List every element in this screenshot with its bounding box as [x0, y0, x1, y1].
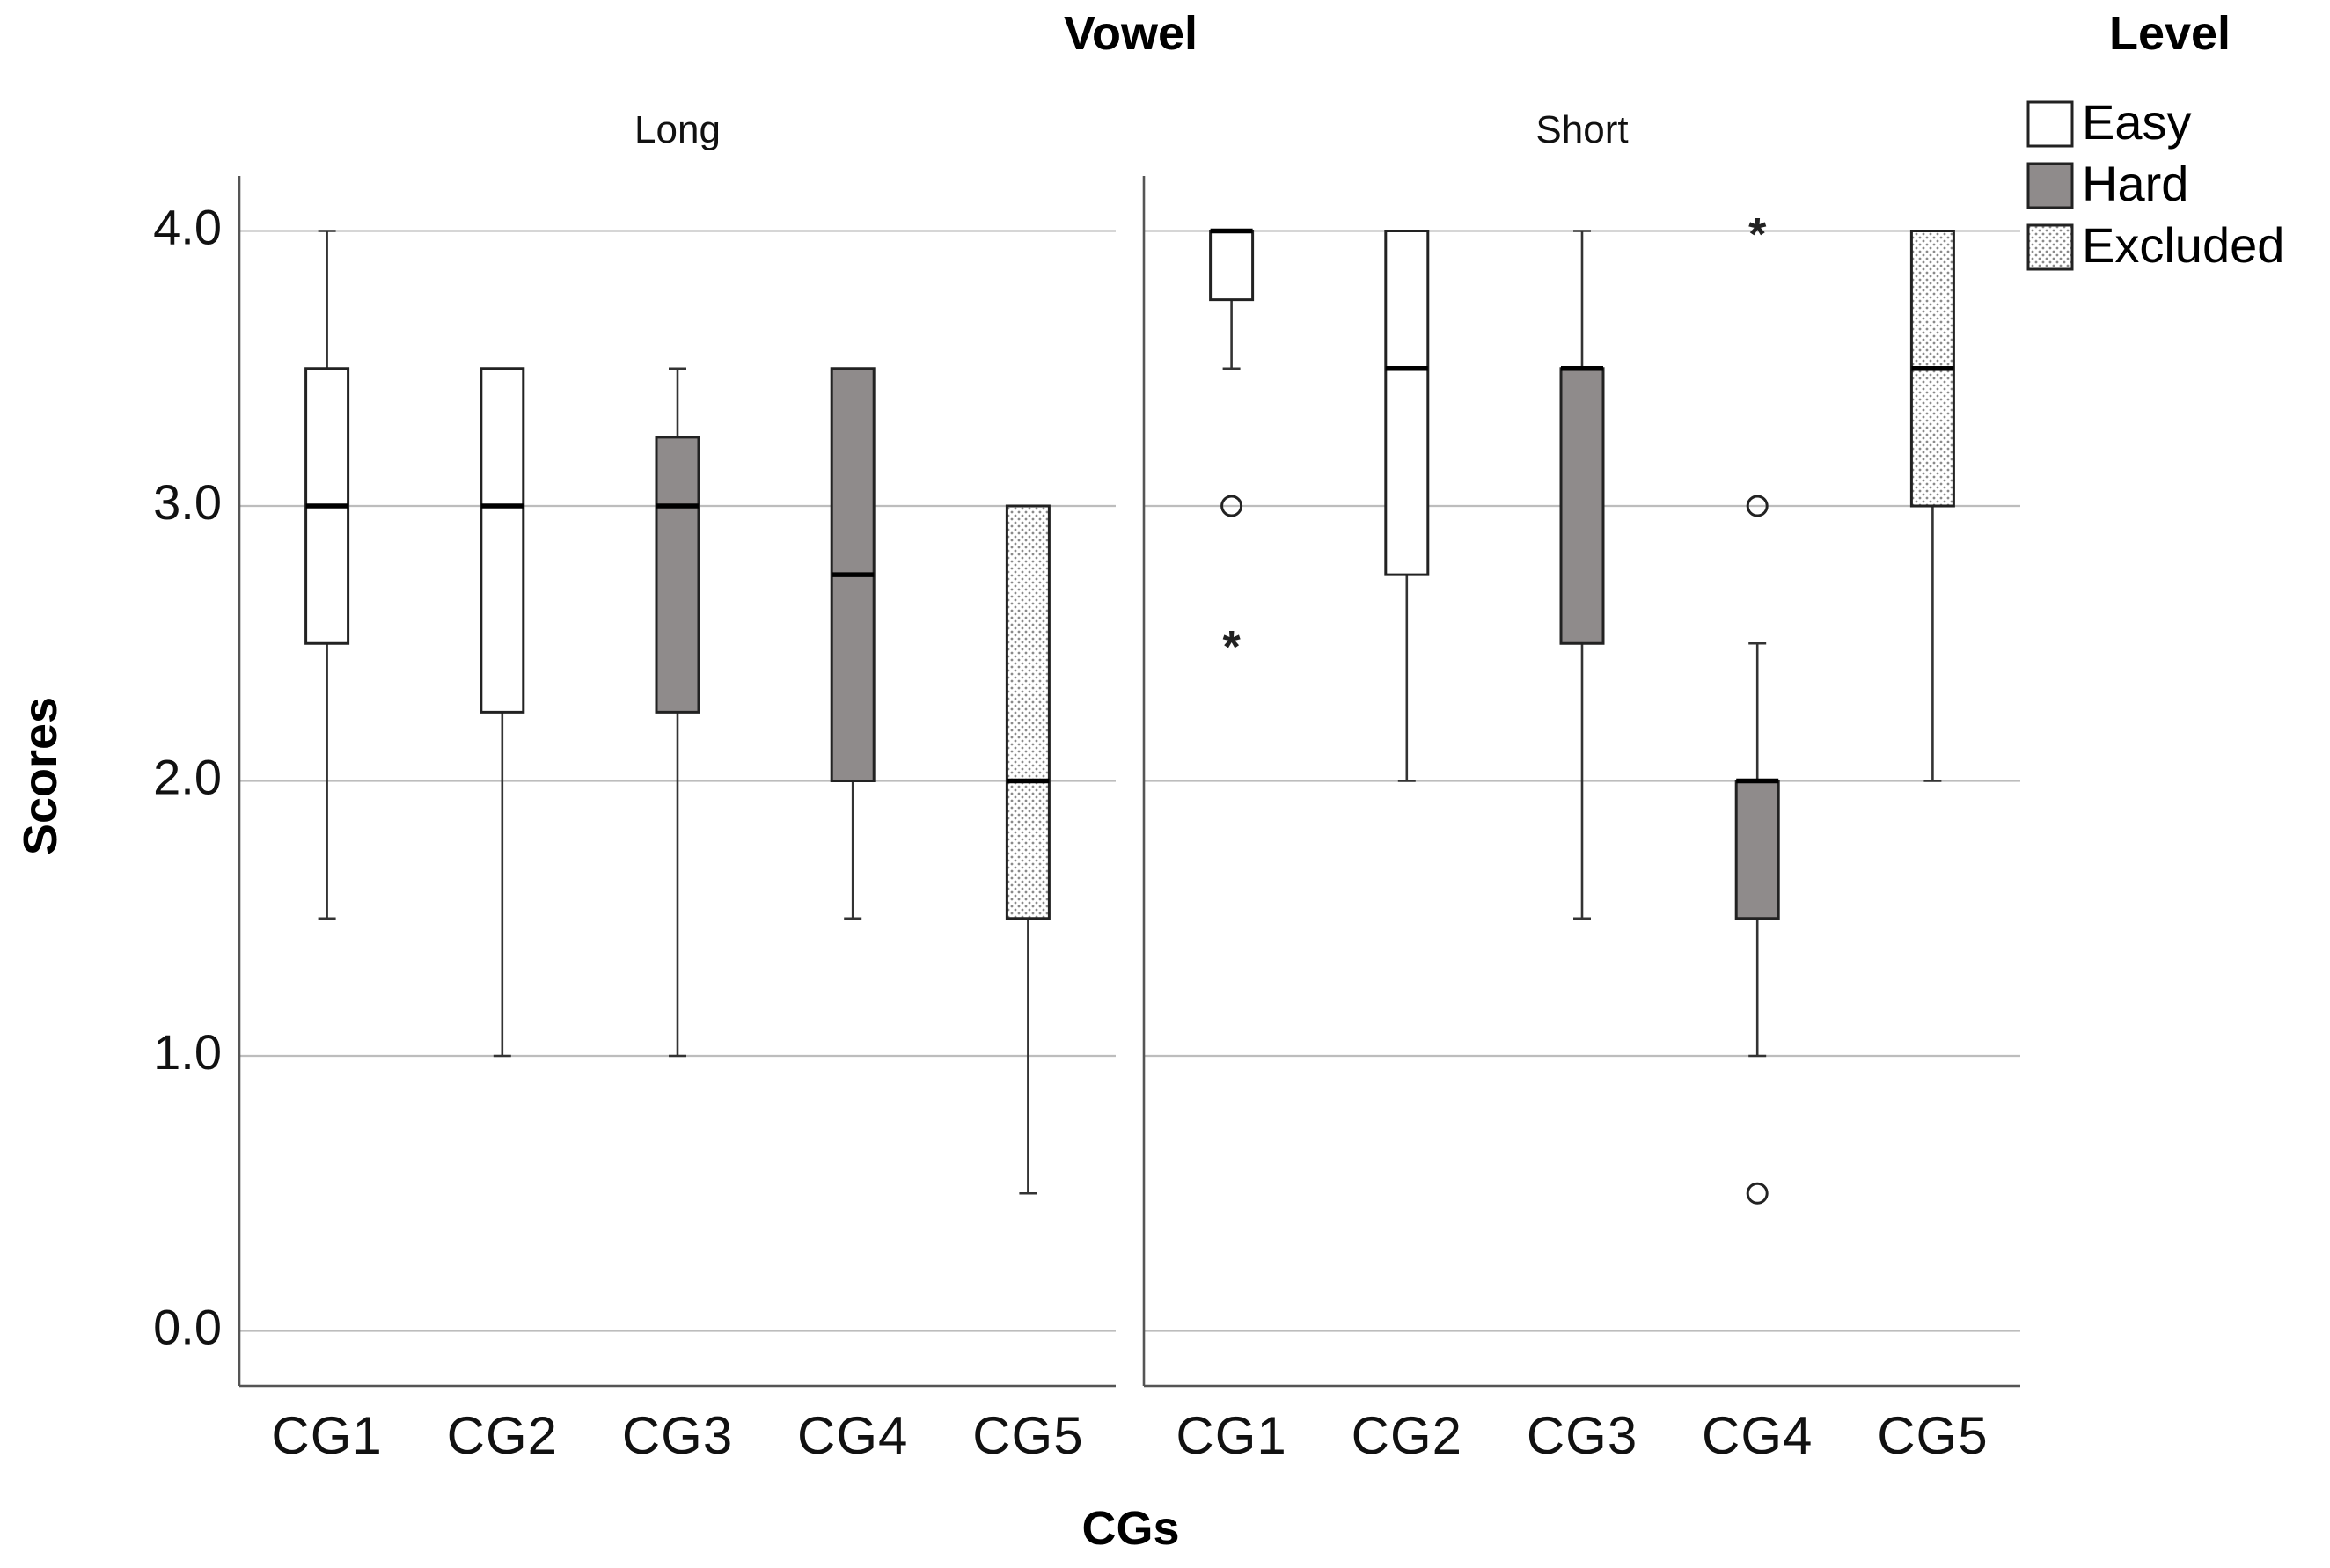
y-tick-label: 2.0 [153, 749, 222, 804]
x-tick-label: CG4 [797, 1406, 908, 1465]
legend-swatch-hard [2026, 162, 2074, 209]
legend-label-excluded: Excluded [2082, 217, 2284, 273]
x-tick-label: CG1 [271, 1406, 382, 1465]
x-tick-label: CG1 [1176, 1406, 1286, 1465]
x-tick-label: CG4 [1702, 1406, 1813, 1465]
extreme-marker: * [1222, 622, 1241, 673]
legend-title: Level [2109, 7, 2231, 60]
box-group-cg1 [304, 230, 350, 920]
box-group-cg3 [1559, 230, 1605, 920]
box-easy [1384, 230, 1430, 576]
box-group-cg3 [655, 367, 700, 1058]
x-tick-label: CG5 [972, 1406, 1083, 1465]
legend: Level Easy Hard Excluded [2026, 7, 2284, 273]
facet-panel-short: Short * CG1 CG2 CG3 * CG4 CG5 [1142, 108, 2020, 1465]
facet-panels: Long CG1 CG2 CG3 CG4 CG5 Short * CG1 CG2 CG3 * CG4 CG… [153, 108, 2020, 1465]
outlier-marker [1746, 495, 1769, 517]
extreme-marker: * [1748, 209, 1767, 260]
box-group-cg2 [1384, 230, 1430, 782]
x-axis-title: CGs [1081, 1502, 1179, 1555]
box-group-cg5 [1005, 504, 1051, 1195]
y-tick-label: 0.0 [153, 1299, 222, 1354]
legend-swatch-easy [2026, 100, 2074, 148]
legend-label-hard: Hard [2082, 156, 2188, 211]
box-hard [1734, 780, 1780, 920]
box-hard [1559, 367, 1605, 645]
x-tick-label: CG2 [447, 1406, 558, 1465]
box-group-cg4: * [1734, 209, 1780, 1205]
box-group-cg5 [1909, 230, 1955, 782]
y-axis-title: Scores [14, 697, 67, 855]
box-hard [655, 436, 700, 714]
y-tick-label: 1.0 [153, 1024, 222, 1080]
box-easy [480, 367, 525, 714]
box-group-cg1: * [1209, 228, 1255, 673]
x-tick-label: CG3 [1527, 1406, 1638, 1465]
chart-title: Vowel [1064, 7, 1198, 60]
facet-panel-long: Long CG1 CG2 CG3 CG4 CG5 [238, 108, 1116, 1465]
facet-label: Short [1535, 108, 1628, 151]
outlier-marker [1220, 495, 1243, 517]
box-easy [1209, 230, 1255, 302]
legend-label-easy: Easy [2082, 94, 2192, 150]
box-group-cg2 [480, 367, 525, 1058]
box-group-cg4 [830, 367, 876, 920]
x-tick-label: CG3 [622, 1406, 733, 1465]
x-tick-label: CG2 [1352, 1406, 1462, 1465]
box-excluded [1005, 504, 1051, 920]
y-tick-label: 4.0 [153, 199, 222, 254]
outlier-marker [1746, 1182, 1769, 1205]
legend-swatch-excluded [2026, 223, 2074, 271]
facet-label: Long [634, 108, 721, 151]
x-tick-label: CG5 [1877, 1406, 1988, 1465]
y-tick-label: 3.0 [153, 474, 222, 530]
